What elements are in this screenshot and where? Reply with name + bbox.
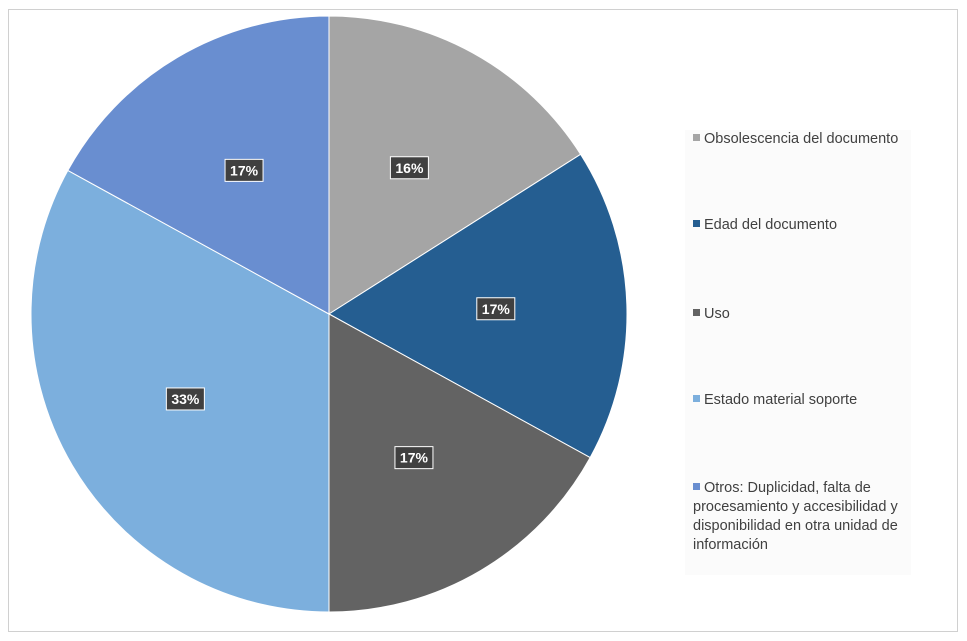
legend-swatch <box>693 395 700 402</box>
legend-label: Estado material soporte <box>704 392 858 408</box>
legend: Obsolescencia del documento Edad del doc… <box>685 130 911 575</box>
data-label: 17% <box>476 297 516 321</box>
data-label-box <box>394 446 434 470</box>
legend-swatch <box>693 309 700 316</box>
chart-area: 16% 17% 17% 33% 17% Obsolescencia del docume… <box>8 9 958 632</box>
pie-slice <box>67 15 330 315</box>
legend-label: Otros: Duplicidad, falta de procesamient… <box>693 480 898 553</box>
legend-item-estado: Estado material soporte <box>693 391 908 410</box>
legend-item-edad: Edad del documento <box>693 216 908 235</box>
data-label-text: 17% <box>482 301 511 317</box>
data-label-box <box>476 297 516 321</box>
legend-label: Edad del documento <box>704 217 838 233</box>
pie-slice <box>328 313 591 613</box>
data-label: 33% <box>165 387 205 411</box>
data-label-text: 17% <box>230 162 259 178</box>
legend-label: Obsolescencia del documento <box>704 131 899 147</box>
legend-swatch <box>693 483 700 490</box>
legend-swatch <box>693 220 700 227</box>
data-label-text: 33% <box>171 391 200 407</box>
data-label-text: 16% <box>395 160 424 176</box>
data-label: 17% <box>224 158 264 182</box>
legend-item-otros: Otros: Duplicidad, falta de procesamient… <box>693 479 908 555</box>
data-label-box <box>389 156 429 180</box>
legend-item-uso: Uso <box>693 305 908 324</box>
data-label-box <box>224 158 264 182</box>
legend-label: Uso <box>704 306 730 322</box>
pie-slice <box>328 15 582 315</box>
legend-item-obsolescencia: Obsolescencia del documento <box>693 130 908 149</box>
data-label: 16% <box>389 156 429 180</box>
data-label-box <box>165 387 205 411</box>
data-label-text: 17% <box>400 450 429 466</box>
legend-swatch <box>693 134 700 141</box>
data-label: 17% <box>394 446 434 470</box>
pie-chart: 16% 17% 17% 33% 17% <box>30 15 628 613</box>
